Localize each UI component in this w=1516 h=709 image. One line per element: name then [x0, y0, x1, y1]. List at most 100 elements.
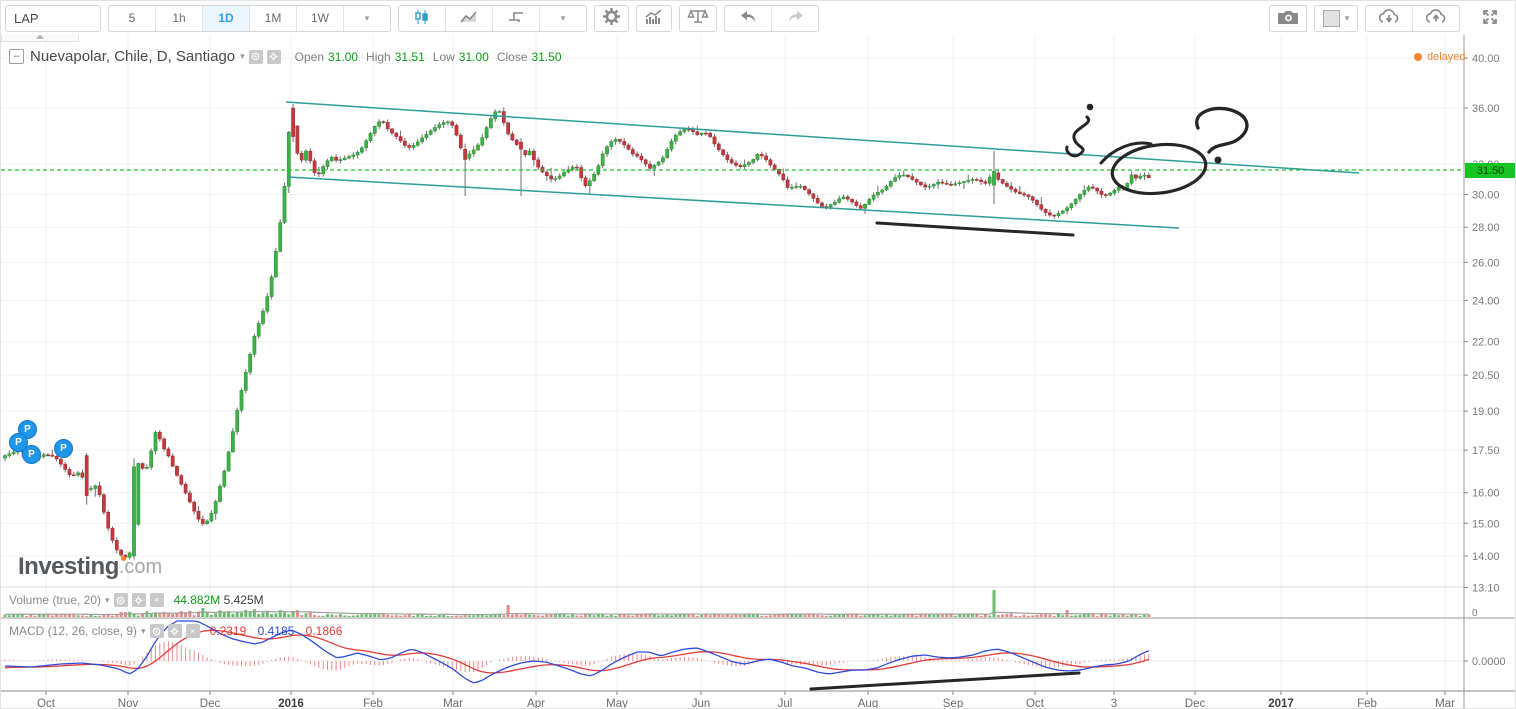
interval-more-dropdown[interactable]: ▾: [343, 5, 390, 31]
symbol-header: – Nuevapolar, Chile, D, Santiago ▾ Open 3…: [9, 48, 570, 65]
symbol-input[interactable]: LAP: [5, 4, 101, 32]
volume-ma-value: 5.425M: [223, 593, 264, 607]
position-marker[interactable]: P: [9, 433, 28, 452]
scales-icon: [687, 8, 709, 28]
macd-line-value: 0.4185: [257, 624, 295, 638]
cloud-download-icon: [1377, 8, 1401, 28]
svg-text:Oct: Oct: [1026, 698, 1045, 709]
volume-title[interactable]: Volume (true, 20): [9, 593, 102, 607]
analysis-drawings: [285, 101, 1360, 691]
svg-text:15.00: 15.00: [1472, 518, 1500, 530]
interval-1w-button[interactable]: 1W: [296, 5, 343, 31]
fullscreen-button[interactable]: [1467, 7, 1513, 29]
chevron-down-icon: ▾: [364, 12, 370, 23]
eye-icon[interactable]: [248, 49, 263, 64]
chevron-down-icon: ▾: [1344, 12, 1350, 23]
chevron-down-icon[interactable]: ▾: [141, 625, 146, 636]
svg-text:Oct: Oct: [37, 698, 56, 709]
indicators-icon: [644, 8, 664, 28]
low-value: 31.00: [458, 49, 489, 64]
macd-signal-value: 0.1866: [305, 624, 343, 638]
candlestick-icon: [414, 9, 430, 28]
chevron-down-icon: ▾: [560, 12, 566, 23]
eye-icon[interactable]: [113, 593, 128, 607]
close-value: 31.50: [531, 49, 562, 64]
step-style-button[interactable]: [492, 5, 539, 31]
collapse-up-icon: [36, 34, 44, 39]
line-chart-icon: [460, 10, 478, 27]
svg-text:Sep: Sep: [943, 698, 963, 709]
position-marker[interactable]: P: [54, 439, 73, 458]
inverted-question-mark-drawing: [1065, 115, 1091, 158]
svg-text:40.00: 40.00: [1472, 53, 1500, 65]
load-chart-button[interactable]: [1366, 5, 1412, 31]
interval-1d-button[interactable]: 1D: [202, 5, 249, 31]
remove-indicator-icon[interactable]: ×: [149, 593, 164, 607]
undo-button[interactable]: [725, 5, 771, 31]
macd-hist-value: 0.2319: [209, 624, 247, 638]
collapse-pane-button[interactable]: –: [9, 49, 24, 64]
eye-icon[interactable]: [149, 624, 164, 638]
indicators-button[interactable]: [636, 4, 672, 32]
chart-style-group: ▾: [398, 4, 587, 32]
svg-text:Feb: Feb: [1357, 698, 1377, 709]
step-line-icon: [507, 10, 525, 27]
indicator-settings-gear-icon[interactable]: [167, 624, 182, 638]
line-style-button[interactable]: [445, 5, 492, 31]
indicator-settings-gear-icon[interactable]: [131, 593, 146, 607]
price-axis: 40.0036.0032.0030.0028.0026.0024.0022.00…: [1464, 53, 1506, 668]
logo-orange-dot: [121, 556, 126, 561]
chevron-down-icon[interactable]: ▾: [105, 594, 110, 605]
top-toolbar: LAP 5 1h 1D 1M 1W ▾ ▾: [1, 1, 1515, 35]
svg-text:19.00: 19.00: [1472, 406, 1500, 418]
toolbar-right: ▾: [1269, 4, 1513, 32]
layout-select[interactable]: ▾: [1314, 4, 1358, 32]
svg-text:Jul: Jul: [778, 698, 793, 709]
svg-text:20.50: 20.50: [1472, 370, 1500, 382]
redo-icon: [787, 10, 804, 26]
series-settings-gear-icon[interactable]: [266, 49, 281, 64]
remove-indicator-icon[interactable]: ×: [185, 624, 200, 638]
redo-button[interactable]: [771, 5, 818, 31]
fullscreen-icon: [1481, 8, 1499, 29]
interval-5m-button[interactable]: 5: [109, 5, 155, 31]
macd-title[interactable]: MACD (12, 26, close, 9): [9, 624, 138, 638]
snapshot-button[interactable]: [1269, 4, 1307, 32]
svg-text:0: 0: [1472, 608, 1478, 619]
layout-icon: [1322, 9, 1340, 27]
investing-logo: Investing .com: [18, 553, 163, 580]
svg-text:30.00: 30.00: [1472, 190, 1500, 202]
cloud-upload-icon: [1424, 8, 1448, 28]
svg-text:36.00: 36.00: [1472, 103, 1500, 115]
symbol-title[interactable]: Nuevapolar, Chile, D, Santiago: [30, 48, 236, 65]
high-value: 31.51: [394, 49, 425, 64]
svg-text:3: 3: [1111, 698, 1117, 709]
volume-bars: [3, 590, 1151, 617]
save-chart-button[interactable]: [1412, 5, 1459, 31]
ellipse-tail-stroke: [1099, 141, 1153, 165]
compare-button[interactable]: [679, 4, 717, 32]
position-marker[interactable]: P: [22, 445, 41, 464]
chevron-down-icon[interactable]: ▾: [240, 51, 245, 61]
volume-pane-header: Volume (true, 20) ▾ × 44.882M 5.425M: [9, 593, 264, 607]
ohlc-readout: Open 31.00 High 31.51 Low 31.00 Close 31.50: [294, 49, 562, 64]
svg-text:Jun: Jun: [692, 698, 711, 709]
svg-text:Aug: Aug: [858, 698, 878, 709]
svg-text:14.00: 14.00: [1472, 551, 1500, 563]
chart-style-dropdown[interactable]: ▾: [539, 5, 586, 31]
svg-text:Dec: Dec: [200, 698, 221, 709]
settings-button[interactable]: [594, 4, 629, 32]
macd-trendline: [809, 671, 1081, 691]
svg-text:26.00: 26.00: [1472, 257, 1500, 269]
candlestick-style-button[interactable]: [399, 5, 445, 31]
delayed-badge: delayed: [1414, 51, 1466, 63]
svg-text:17.50: 17.50: [1472, 445, 1500, 457]
interval-1m-button[interactable]: 1M: [249, 5, 296, 31]
time-axis: Oct Nov Dec 2016 Feb Mar Apr May Jun Jul Aug Sep Oct…: [37, 691, 1455, 709]
highlight-ellipse: [1110, 142, 1208, 196]
interval-1h-button[interactable]: 1h: [155, 5, 202, 31]
svg-text:16.00: 16.00: [1472, 488, 1500, 500]
support-trendline: [875, 221, 1075, 237]
svg-text:28.00: 28.00: [1472, 222, 1500, 234]
